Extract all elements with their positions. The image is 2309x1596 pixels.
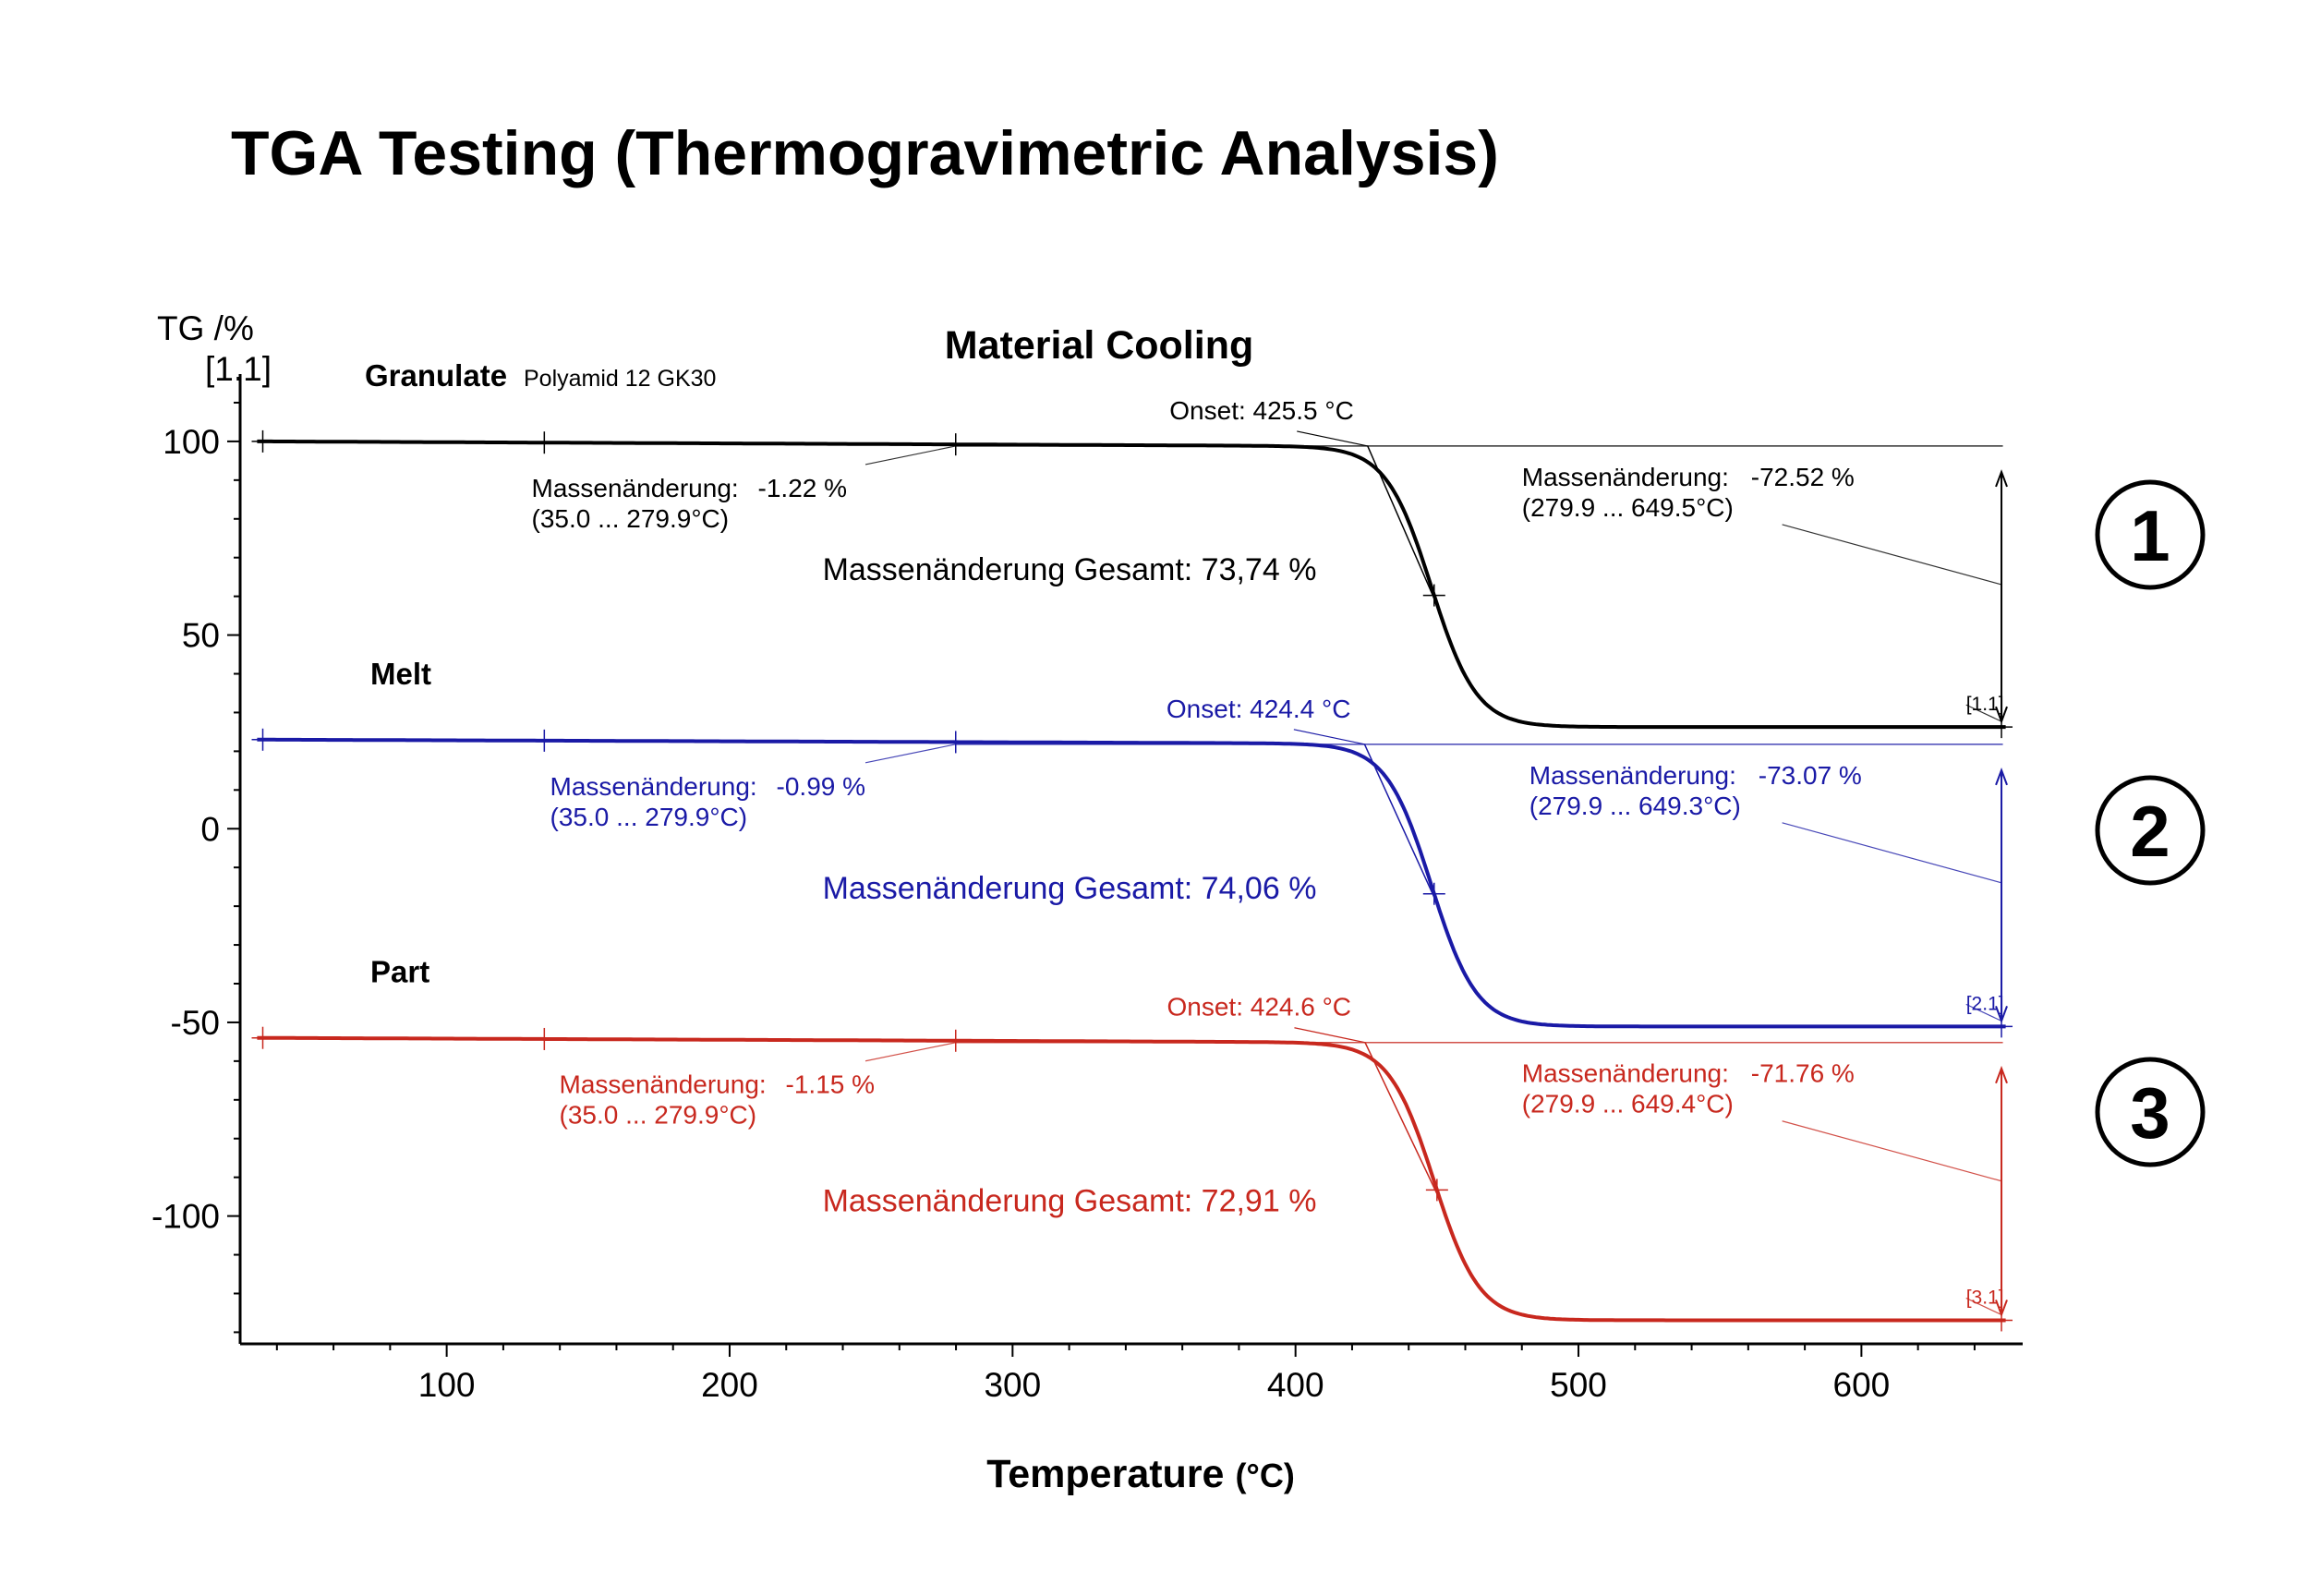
y-axis-label: TG /% [157, 309, 254, 347]
onset-tangent [1364, 1042, 1441, 1201]
small-change-label: Massenänderung: [550, 772, 757, 801]
x-tick-label: 500 [1550, 1366, 1607, 1404]
large-change-leader [1782, 524, 2002, 586]
series-badge-number: 2 [2130, 791, 2170, 872]
step-label-leader [1965, 704, 2002, 722]
step-arrow-head [1995, 767, 2008, 786]
step-arrow-head [1995, 1065, 2008, 1084]
large-change-label: Massenänderung: [1522, 463, 1729, 491]
x-axis-title: Temperature (°C) [0, 1452, 2281, 1497]
y-tick-label: -100 [151, 1198, 220, 1236]
step-label-leader [1965, 1003, 2002, 1022]
large-change-leader [1782, 822, 2002, 884]
y-tick-label: -50 [171, 1004, 220, 1042]
y-tick-label: 50 [182, 617, 220, 655]
x-tick-label: 300 [984, 1366, 1041, 1404]
series-badge-number: 3 [2130, 1072, 2170, 1154]
series-badge [2095, 479, 2206, 590]
chart-title: Material Cooling [945, 323, 1253, 368]
large-change-value: -71.76 % [1751, 1059, 1855, 1088]
large-change-value: -72.52 % [1751, 463, 1855, 491]
series-badge [2095, 775, 2206, 886]
x-axis-unit: (°C) [1235, 1457, 1295, 1494]
x-axis-title-text: Temperature [986, 1452, 1225, 1496]
page-title: TGA Testing (Thermogravimetric Analysis) [231, 118, 1499, 188]
small-change-value: -1.22 % [758, 474, 848, 502]
small-change-value: -1.15 % [786, 1070, 876, 1099]
step-label: [2.1] [1966, 993, 2004, 1014]
large-change-label: Massenänderung: [1529, 761, 1736, 790]
small-change-leader [864, 445, 956, 466]
series-name: Melt [370, 657, 431, 691]
onset-label: Onset: 424.6 °C [1167, 993, 1352, 1022]
step-arrow-head [1995, 469, 2008, 488]
y-axis-sublabel: [1.1] [205, 350, 272, 388]
large-change-leader [1782, 1120, 2002, 1182]
small-change-label: Massenänderung: [560, 1070, 767, 1099]
x-tick-label: 100 [418, 1366, 476, 1404]
onset-tangent [1363, 744, 1438, 904]
series-name: Granulate [365, 358, 507, 393]
large-change-range: (279.9 ... 649.3°C) [1529, 792, 1741, 820]
large-change-range: (279.9 ... 649.5°C) [1522, 493, 1734, 522]
onset-leader [1294, 1027, 1366, 1044]
step-label-leader [1965, 1297, 2002, 1316]
small-change-label: Massenänderung: [532, 474, 739, 502]
y-tick-label: 100 [163, 423, 220, 461]
step-label: [1.1] [1966, 694, 2004, 715]
small-change-range: (35.0 ... 279.9°C) [532, 504, 730, 533]
small-change-value: -0.99 % [777, 772, 866, 801]
total-change-label: Massenänderung Gesamt: 72,91 % [823, 1184, 1317, 1219]
onset-leader [1297, 430, 1368, 447]
onset-leader [1293, 729, 1365, 745]
series-subtitle: Polyamid 12 GK30 [524, 366, 716, 392]
x-tick-label: 400 [1267, 1366, 1324, 1404]
x-tick-label: 200 [701, 1366, 758, 1404]
y-tick-label: 0 [200, 810, 220, 848]
total-change-label: Massenänderung Gesamt: 73,74 % [823, 552, 1317, 587]
series-name: Part [370, 955, 429, 989]
onset-tangent [1367, 445, 1438, 606]
series-badge [2095, 1057, 2206, 1167]
small-change-leader [864, 744, 956, 764]
onset-label: Onset: 424.4 °C [1167, 695, 1351, 723]
large-change-value: -73.07 % [1759, 761, 1862, 790]
onset-label: Onset: 425.5 °C [1169, 396, 1354, 425]
total-change-label: Massenänderung Gesamt: 74,06 % [823, 871, 1317, 906]
small-change-range: (35.0 ... 279.9°C) [550, 803, 748, 831]
series-badge-number: 1 [2130, 495, 2170, 576]
step-label: [3.1] [1966, 1287, 2004, 1308]
small-change-leader [864, 1042, 956, 1062]
x-tick-label: 600 [1833, 1366, 1891, 1404]
small-change-range: (35.0 ... 279.9°C) [560, 1101, 757, 1130]
large-change-label: Massenänderung: [1522, 1059, 1729, 1088]
tg-curve-part [257, 1035, 2006, 1323]
large-change-range: (279.9 ... 649.4°C) [1522, 1090, 1734, 1118]
